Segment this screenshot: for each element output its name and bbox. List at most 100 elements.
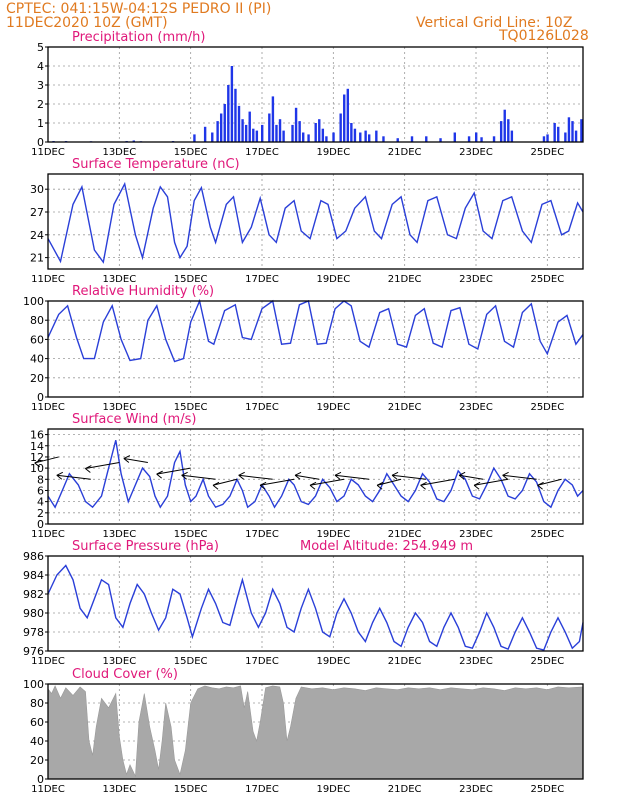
precipitation-bar <box>510 130 514 142</box>
humidity-xtick: 25DEC <box>530 402 564 413</box>
precipitation-bar <box>298 121 301 142</box>
precipitation-bar <box>557 126 560 142</box>
wind-ytick: 12 <box>30 451 44 464</box>
humidity-ytick: 60 <box>30 333 44 346</box>
cloud-cover-ytick: 80 <box>30 697 44 710</box>
temperature-title: Surface Temperature (nC) <box>72 157 240 172</box>
precipitation-bar <box>230 66 234 142</box>
precipitation-bar <box>339 113 342 142</box>
temperature-xtick: 19DEC <box>316 274 350 285</box>
precipitation-bar <box>318 119 321 142</box>
humidity-xtick: 19DEC <box>316 402 350 413</box>
pressure-xtick: 11DEC <box>31 656 65 667</box>
cloud-cover-xtick: 23DEC <box>459 784 493 795</box>
precipitation-bar <box>294 107 298 142</box>
temperature-xtick: 23DEC <box>459 274 493 285</box>
precipitation-bar <box>237 105 241 142</box>
pressure-title: Surface Pressure (hPa) <box>72 539 219 554</box>
wind-vector <box>474 478 509 486</box>
wind-vector <box>459 474 484 480</box>
wind-vector <box>502 474 537 480</box>
wind-vector-head <box>473 481 481 490</box>
precipitation-ytick: 2 <box>37 98 44 111</box>
wind-ytick: 10 <box>30 462 44 475</box>
pressure-annotation: Model Altitude: 254.949 m <box>300 539 473 554</box>
cloud-cover-xtick: 25DEC <box>530 784 564 795</box>
precipitation-bar <box>261 124 264 142</box>
humidity-ytick: 40 <box>30 353 44 366</box>
precipitation-bar <box>244 124 248 142</box>
wind-vector-head <box>181 471 188 480</box>
precipitation-bar <box>368 134 371 142</box>
precipitation-bar <box>291 124 294 142</box>
precipitation-bar <box>410 136 414 142</box>
pressure-xtick: 13DEC <box>102 656 136 667</box>
precipitation-bar <box>503 109 506 142</box>
humidity-title: Relative Humidity (%) <box>72 284 214 299</box>
precipitation-ytick: 5 <box>37 41 44 54</box>
temperature-frame <box>47 173 584 270</box>
humidity-frame <box>47 300 584 398</box>
wind-ytick: 4 <box>37 496 44 509</box>
precipitation-bar <box>255 130 259 142</box>
cloud-cover-title: Cloud Cover (%) <box>72 667 178 682</box>
humidity-xtick: 11DEC <box>31 402 65 413</box>
precipitation-bar <box>248 111 251 142</box>
precipitation-bar <box>271 96 275 142</box>
run-date: 11DEC2020 10Z (GMT) <box>6 15 168 31</box>
precipitation-bar <box>553 123 556 142</box>
temperature-line <box>47 181 584 264</box>
precipitation-bar <box>252 128 255 142</box>
cloud-cover-frame <box>47 683 584 780</box>
wind-vector <box>156 467 191 475</box>
wind-vector <box>123 458 148 464</box>
wind-vector <box>420 478 455 486</box>
precipitation-xtick: 11DEC <box>31 147 65 158</box>
precipitation-xtick: 21DEC <box>388 147 422 158</box>
precipitation-bar <box>375 130 378 142</box>
humidity-line <box>47 298 584 363</box>
cloud-cover-xtick: 13DEC <box>102 784 136 795</box>
precipitation-bar <box>314 123 317 142</box>
wind-vector <box>34 456 59 464</box>
wind-vector <box>260 478 295 486</box>
wind-ytick: 2 <box>37 507 44 520</box>
wind-vector <box>56 474 91 480</box>
pressure-line <box>47 564 584 651</box>
wind-vector-head <box>212 481 220 490</box>
humidity-ytick: 80 <box>30 314 44 327</box>
precipitation-frame <box>47 46 584 143</box>
precipitation-bar <box>350 123 353 142</box>
wind-vector <box>392 474 427 480</box>
temperature-xtick: 13DEC <box>102 274 136 285</box>
model-code: TQ0126L028 <box>498 28 589 44</box>
humidity-ytick: 100 <box>23 295 44 308</box>
wind-vector-head <box>34 459 41 468</box>
precipitation-bar <box>480 137 483 142</box>
cloud-cover-ytick: 0 <box>37 773 44 786</box>
wind-vector-head <box>85 465 92 473</box>
wind-xtick: 11DEC <box>31 529 65 540</box>
pressure-ytick: 984 <box>23 569 44 582</box>
wind-vector-head <box>259 481 267 490</box>
pressure-frame <box>47 555 584 652</box>
wind-vector-head <box>458 471 466 480</box>
pressure-ytick: 980 <box>23 607 44 620</box>
precipitation-bar <box>439 138 442 142</box>
precipitation-xtick: 25DEC <box>530 147 564 158</box>
precipitation-xtick: 19DEC <box>316 147 350 158</box>
precipitation-bar <box>282 130 285 142</box>
wind-xtick: 17DEC <box>245 529 279 540</box>
precipitation-bar <box>467 136 471 142</box>
wind-title: Surface Wind (m/s) <box>72 412 196 427</box>
cloud-cover-xtick: 11DEC <box>31 784 65 795</box>
precipitation-bar <box>223 104 226 142</box>
precipitation-bar <box>234 88 237 142</box>
wind-xtick: 19DEC <box>316 529 350 540</box>
precipitation-bar <box>396 138 399 142</box>
wind-vector-head <box>502 471 509 480</box>
precipitation-bar <box>211 132 214 142</box>
precipitation-bar <box>307 134 310 142</box>
wind-xtick: 15DEC <box>174 529 208 540</box>
